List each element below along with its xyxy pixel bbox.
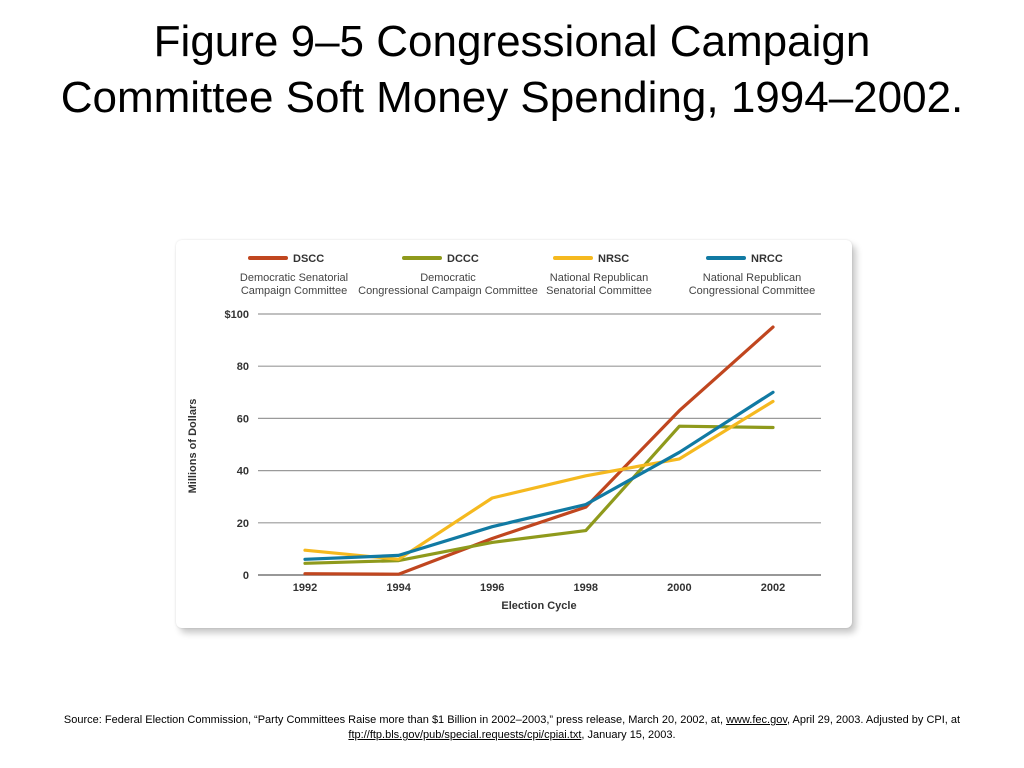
series-line-dccc xyxy=(303,424,775,565)
series-line-nrsc xyxy=(303,399,775,561)
y-axis: 0 20 40 60 80 $100 xyxy=(225,309,249,582)
y-tick-label: 20 xyxy=(237,518,249,530)
legend-description: National Republican Congressional Committ… xyxy=(689,272,816,297)
source-suffix: , January 15, 2003. xyxy=(581,729,676,741)
x-axis-label: Election Cycle xyxy=(501,600,576,612)
legend-label: NRSC xyxy=(598,253,629,265)
source-note: Source: Federal Election Commission, “Pa… xyxy=(20,713,1004,743)
y-axis-label: Millions of Dollars xyxy=(187,399,199,494)
legend: DSCC Democratic Senatorial Campaign Commit… xyxy=(240,253,815,297)
legend-description: Democratic Senatorial Campaign Committee xyxy=(240,272,348,297)
legend-item-nrsc: NRSC National Republican Senatorial Commit… xyxy=(546,253,652,297)
x-tick-label: 1998 xyxy=(574,582,598,594)
source-link-fec[interactable]: www.fec.gov xyxy=(726,714,788,726)
y-tick-label: 80 xyxy=(237,361,249,373)
source-prefix: Source: Federal Election Commission, “Pa… xyxy=(63,714,727,726)
y-tick-label: 40 xyxy=(237,466,249,478)
legend-label: DCCC xyxy=(447,253,479,265)
legend-item-dscc: DSCC Democratic Senatorial Campaign Commit… xyxy=(240,253,348,297)
x-tick-label: 2002 xyxy=(761,582,785,594)
legend-item-nrcc: NRCC National Republican Congressional Com… xyxy=(689,253,816,297)
legend-description: Democratic Congressional Campaign Committ… xyxy=(358,272,538,297)
legend-label: NRCC xyxy=(751,253,783,265)
x-tick-label: 2000 xyxy=(667,582,691,594)
y-tick-label: 60 xyxy=(237,413,249,425)
x-axis: 1992 1994 1996 1998 2000 2002 xyxy=(293,582,785,594)
chart-card: DSCC Democratic Senatorial Campaign Commit… xyxy=(176,240,852,628)
legend-label: DSCC xyxy=(293,253,324,265)
series-line-dscc xyxy=(303,325,775,576)
x-tick-label: 1994 xyxy=(386,582,411,594)
source-link-bls[interactable]: ftp://ftp.bls.gov/pub/special.requests/c… xyxy=(348,729,582,741)
legend-item-dccc: DCCC Democratic Congressional Campaign Com… xyxy=(358,253,538,297)
slide-title: Figure 9–5 Congressional Campaign Commit… xyxy=(60,17,964,122)
series-line-nrcc xyxy=(303,390,775,561)
y-tick-label: 0 xyxy=(243,570,249,582)
source-middle: , April 29, 2003. Adjusted by CPI, at xyxy=(787,714,961,726)
series-lines xyxy=(303,325,775,576)
line-chart: DSCC Democratic Senatorial Campaign Commit… xyxy=(187,253,821,612)
y-tick-label: $100 xyxy=(225,309,249,321)
x-tick-label: 1992 xyxy=(293,582,317,594)
x-tick-label: 1996 xyxy=(480,582,504,594)
legend-description: National Republican Senatorial Committee xyxy=(546,272,652,297)
